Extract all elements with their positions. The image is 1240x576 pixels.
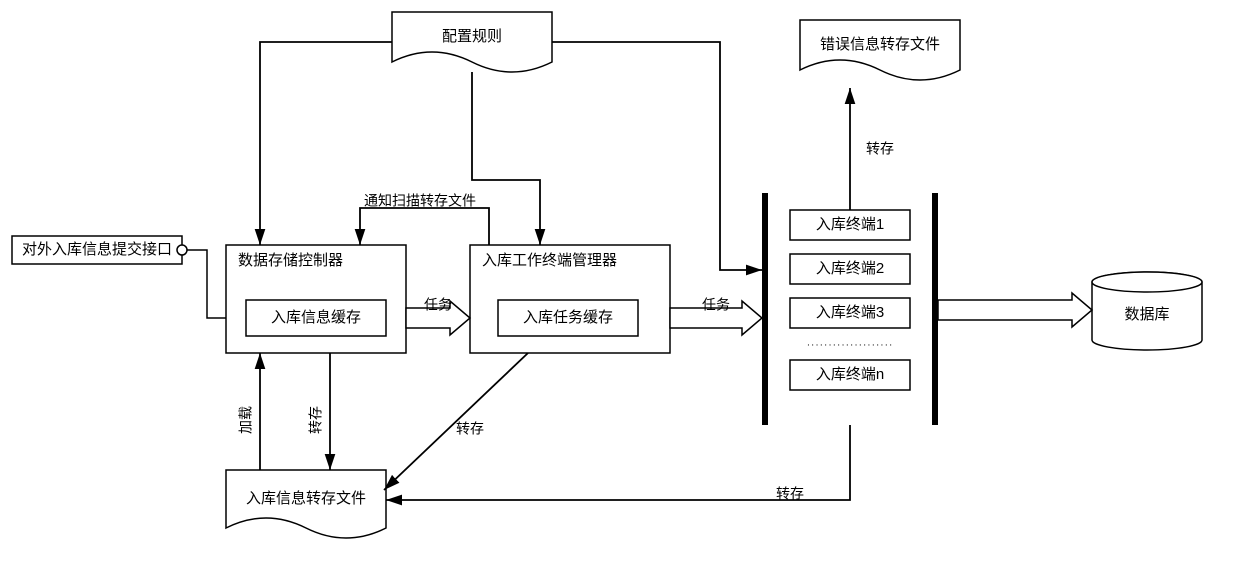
svg-text:入库任务缓存: 入库任务缓存 — [523, 309, 613, 326]
svg-text:转存: 转存 — [308, 406, 324, 434]
svg-text:入库信息转存文件: 入库信息转存文件 — [246, 490, 366, 507]
svg-text:入库终端2: 入库终端2 — [816, 260, 884, 277]
svg-text:对外入库信息提交接口: 对外入库信息提交接口 — [22, 240, 172, 258]
svg-text:····················: ···················· — [807, 340, 894, 351]
svg-text:任务: 任务 — [702, 297, 730, 313]
svg-text:加载: 加载 — [238, 406, 254, 434]
svg-text:数据库: 数据库 — [1124, 306, 1169, 323]
svg-text:入库终端n: 入库终端n — [816, 366, 884, 383]
svg-text:入库信息缓存: 入库信息缓存 — [271, 309, 361, 326]
svg-text:转存: 转存 — [776, 486, 804, 502]
svg-text:配置规则: 配置规则 — [442, 28, 502, 45]
svg-text:转存: 转存 — [866, 141, 894, 157]
svg-text:入库终端3: 入库终端3 — [816, 304, 884, 321]
svg-text:任务: 任务 — [424, 297, 452, 313]
svg-text:入库终端1: 入库终端1 — [816, 216, 884, 233]
svg-text:转存: 转存 — [456, 421, 484, 437]
svg-text:错误信息转存文件: 错误信息转存文件 — [820, 36, 940, 53]
svg-text:入库工作终端管理器: 入库工作终端管理器 — [482, 252, 617, 269]
svg-text:数据存储控制器: 数据存储控制器 — [238, 252, 343, 269]
svg-text:通知扫描转存文件: 通知扫描转存文件 — [364, 193, 476, 209]
